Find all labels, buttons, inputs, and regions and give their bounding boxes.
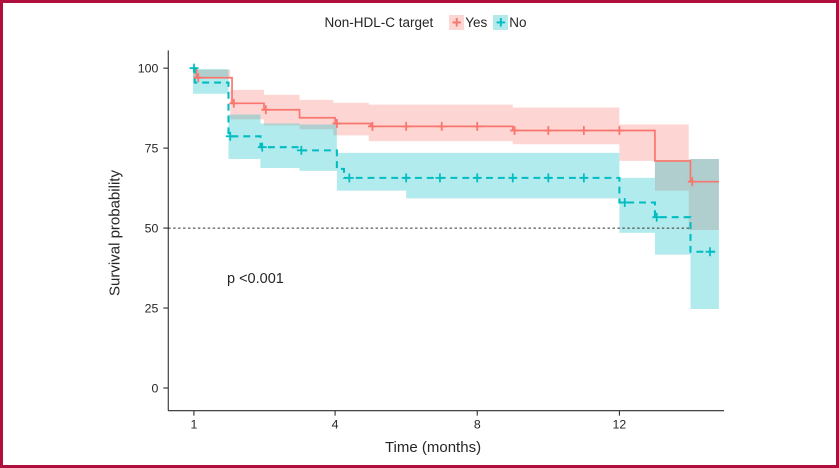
no-censor-plus-icon: [543, 173, 553, 183]
censor-marks: [189, 63, 715, 257]
no-censor-plus-icon: [705, 247, 715, 257]
yes-censor-plus-icon: [229, 98, 239, 108]
yes-confidence-band: [192, 69, 719, 230]
yes-survival-curve: [192, 67, 719, 183]
yes-censor-plus-icon: [543, 126, 553, 135]
yes-censor-plus-icon: [614, 126, 624, 135]
no-censor-plus-icon: [472, 173, 482, 183]
yes-censor-plus-icon: [579, 126, 589, 135]
no-censor-plus-icon: [257, 142, 267, 152]
x-tick-label: 12: [613, 417, 627, 431]
axes: 1 4 8 12 0 25 50 75 100: [138, 50, 725, 431]
yes-censor-plus-icon: [261, 105, 271, 115]
legend-item-no: + No: [493, 14, 527, 31]
yes-censor-plus-icon: [193, 73, 203, 83]
x-axis-title: Time (months): [384, 439, 482, 456]
survival-curves: [192, 67, 719, 253]
yes-censor-plus-icon: [401, 121, 411, 131]
no-censor-plus-icon: [344, 173, 354, 183]
legend: Non-HDL-C target + Yes + No: [306, 14, 532, 31]
no-censor-plus-icon: [579, 173, 589, 183]
x-tick-label: 8: [474, 417, 481, 431]
x-tick-label: 1: [190, 417, 197, 431]
legend-label-yes: Yes: [465, 15, 488, 30]
y-axis-title: Survival probability: [106, 170, 124, 296]
no-censor-plus-icon: [225, 131, 235, 141]
yes-censor-plus-icon: [437, 121, 447, 131]
yes-censor-plus-icon: [510, 126, 520, 135]
y-tick-label: 75: [145, 142, 159, 156]
yes-censor-plus-icon: [367, 121, 377, 131]
no-censor-plus-icon: [296, 145, 306, 155]
y-tick-label: 25: [145, 301, 159, 315]
yes-censor-plus-icon: [332, 119, 342, 128]
no-confidence-band: [192, 69, 719, 309]
yes-censor-plus-icon: [472, 121, 482, 131]
p-value-annotation: p <0.001: [227, 271, 284, 287]
no-censor-plus-icon: [508, 173, 518, 183]
yes-censor-plus-icon: [687, 177, 697, 187]
y-tick-label: 50: [145, 222, 159, 236]
legend-title: Non-HDL-C target: [324, 15, 434, 30]
no-censor-plus-icon: [620, 198, 630, 207]
legend-item-yes: + Yes: [449, 14, 488, 31]
x-tick-label: 4: [332, 417, 339, 431]
no-censor-plus-icon: [401, 173, 411, 183]
legend-label-no: No: [509, 15, 527, 30]
no-censor-plus-icon: [652, 212, 662, 222]
km-chart-canvas: 1 4 8 12 0 25 50 75 100: [138, 50, 725, 431]
yes-band-swatch-icon: +: [449, 14, 465, 31]
y-tick-label: 100: [138, 62, 159, 76]
no-band-swatch-icon: +: [493, 14, 509, 31]
no-censor-plus-icon: [189, 63, 199, 73]
y-tick-label: 0: [152, 381, 159, 395]
no-survival-curve: [192, 67, 719, 253]
no-censor-plus-icon: [435, 173, 445, 183]
confidence-bands: [192, 69, 719, 309]
